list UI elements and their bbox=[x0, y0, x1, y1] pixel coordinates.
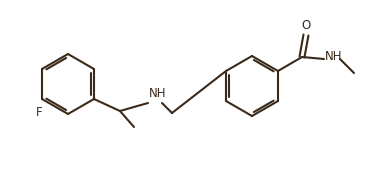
Text: F: F bbox=[36, 106, 42, 119]
Text: O: O bbox=[301, 19, 310, 32]
Text: NH: NH bbox=[325, 51, 342, 64]
Text: NH: NH bbox=[149, 87, 167, 100]
